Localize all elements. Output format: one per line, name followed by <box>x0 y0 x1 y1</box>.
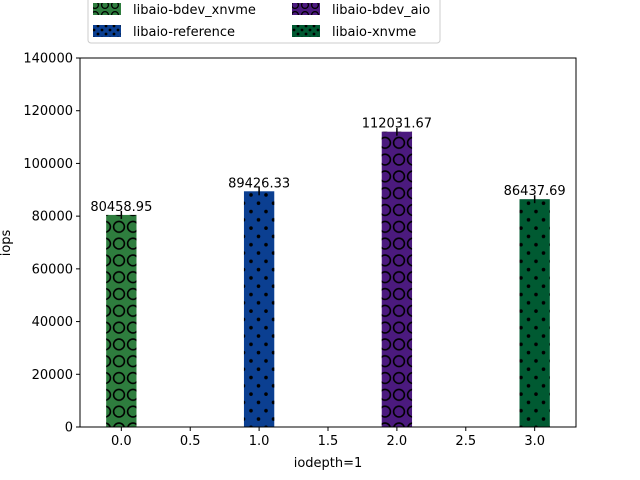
bar-value-label: 89426.33 <box>228 176 290 191</box>
value-labels-layer: 80458.95 89426.33 112031.67 86437.69 <box>90 117 565 215</box>
legend: libaio-bdev_xnvme libaio-bdev_aio libaio-r… <box>87 0 441 44</box>
y-tick-label: 40000 <box>32 315 73 330</box>
y-tick-label: 60000 <box>32 262 73 277</box>
legend-swatch-hatch <box>292 25 320 37</box>
bar-hatch-libaio-bdev_aio <box>381 131 413 427</box>
y-tick-label: 20000 <box>32 368 73 383</box>
bar-hatch-libaio-bdev_xnvme <box>106 214 137 427</box>
y-axis: 0 20000 40000 60000 80000 100000 120000 140000 <box>23 52 80 436</box>
x-tick-label: 1.0 <box>249 434 270 449</box>
legend-label: libaio-bdev_xnvme <box>133 3 256 18</box>
x-tick-label: 1.5 <box>318 434 339 449</box>
bar-hatch-libaio-reference <box>243 191 275 427</box>
y-tick-label: 120000 <box>23 104 73 119</box>
bar-value-label: 112031.67 <box>362 117 432 132</box>
x-axis-label: iodepth=1 <box>294 456 363 471</box>
bar-value-label: 86437.69 <box>504 184 566 199</box>
legend-swatch-hatch <box>93 3 121 15</box>
x-tick-label: 0.0 <box>111 434 132 449</box>
x-tick-label: 2.0 <box>387 434 408 449</box>
y-tick-label: 100000 <box>23 157 73 172</box>
bars-layer <box>106 131 550 427</box>
plot-area-frame <box>79 57 577 428</box>
legend-label: libaio-reference <box>133 25 235 40</box>
legend-swatch-hatch <box>93 25 121 37</box>
legend-label: libaio-bdev_aio <box>332 3 430 18</box>
bar-value-label: 80458.95 <box>90 200 152 215</box>
x-tick-label: 0.5 <box>180 434 201 449</box>
y-tick-label: 140000 <box>23 52 73 67</box>
y-axis-label: iops <box>0 229 14 256</box>
x-tick-label: 2.5 <box>455 434 476 449</box>
legend-swatch-hatch <box>292 3 320 15</box>
y-tick-label: 0 <box>65 421 73 436</box>
y-tick-label: 80000 <box>32 210 73 225</box>
error-bars-layer <box>120 127 536 219</box>
x-axis: 0.0 0.5 1.0 1.5 2.0 2.5 3.0 <box>111 427 545 449</box>
legend-label: libaio-xnvme <box>332 25 416 40</box>
legend-frame <box>87 0 441 44</box>
x-tick-label: 3.0 <box>524 434 545 449</box>
bar-hatch-libaio-xnvme <box>519 199 550 427</box>
